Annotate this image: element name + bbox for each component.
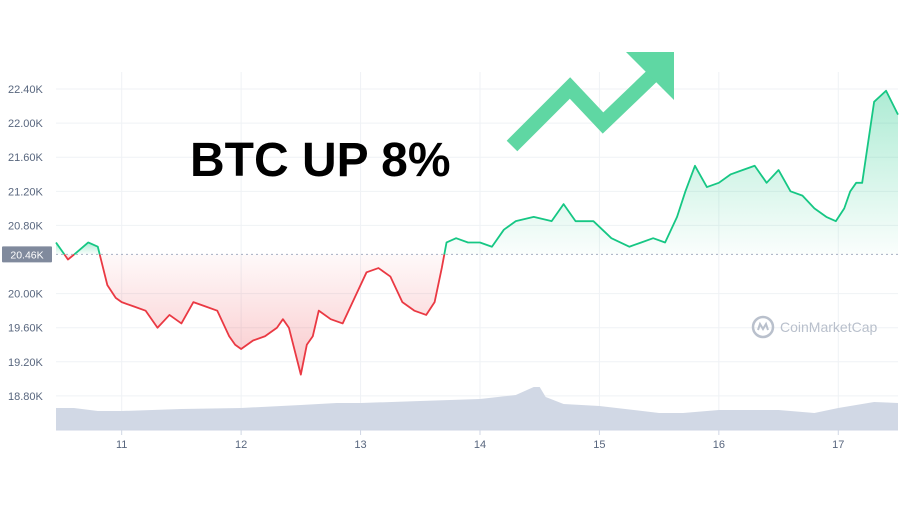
reference-price-label: 20.46K bbox=[10, 249, 43, 261]
coinmarketcap-logo-icon bbox=[751, 315, 775, 339]
down-line-segment bbox=[63, 253, 75, 261]
watermark: CoinMarketCap bbox=[751, 315, 877, 339]
x-tick-label: 14 bbox=[474, 439, 486, 451]
y-tick-label: 19.20K bbox=[8, 357, 44, 369]
volume-area bbox=[56, 387, 898, 430]
x-axis-ticks: 11 12 13 14 15 16 17 bbox=[56, 429, 898, 451]
y-tick-label: 20.80K bbox=[8, 220, 44, 232]
up-line-segment bbox=[73, 241, 101, 256]
reference-price-badge bbox=[2, 246, 52, 263]
volume-area-shape bbox=[56, 387, 898, 430]
headline: BTC UP 8% bbox=[190, 134, 451, 187]
y-tick-label: 21.60K bbox=[8, 152, 44, 164]
x-tick-label: 17 bbox=[832, 439, 844, 451]
y-tick-label: 18.80K bbox=[8, 391, 44, 403]
x-tick-label: 13 bbox=[354, 439, 366, 451]
x-tick-label: 11 bbox=[116, 439, 127, 451]
y-tick-label: 21.20K bbox=[8, 186, 44, 198]
x-tick-label: 16 bbox=[713, 439, 725, 451]
price-line bbox=[55, 89, 899, 376]
x-tick-label: 12 bbox=[235, 439, 247, 451]
up-trend-arrow-icon bbox=[506, 52, 674, 152]
y-tick-label: 19.60K bbox=[8, 323, 44, 335]
up-line-segment bbox=[55, 241, 66, 255]
y-axis-ticks: 18.80K 19.20K 19.60K 20.00K 20.80K 21.20K 21.6… bbox=[8, 84, 44, 403]
watermark-text: CoinMarketCap bbox=[780, 319, 877, 335]
down-fill bbox=[99, 254, 445, 375]
reference-line: 20.46K bbox=[2, 246, 898, 263]
y-tick-label: 22.40K bbox=[8, 84, 44, 96]
y-tick-label: 20.00K bbox=[8, 289, 44, 301]
down-line-segment bbox=[98, 254, 446, 376]
y-tick-label: 22.00K bbox=[8, 118, 44, 130]
x-tick-label: 15 bbox=[593, 439, 605, 451]
up-line-segment bbox=[443, 89, 899, 255]
